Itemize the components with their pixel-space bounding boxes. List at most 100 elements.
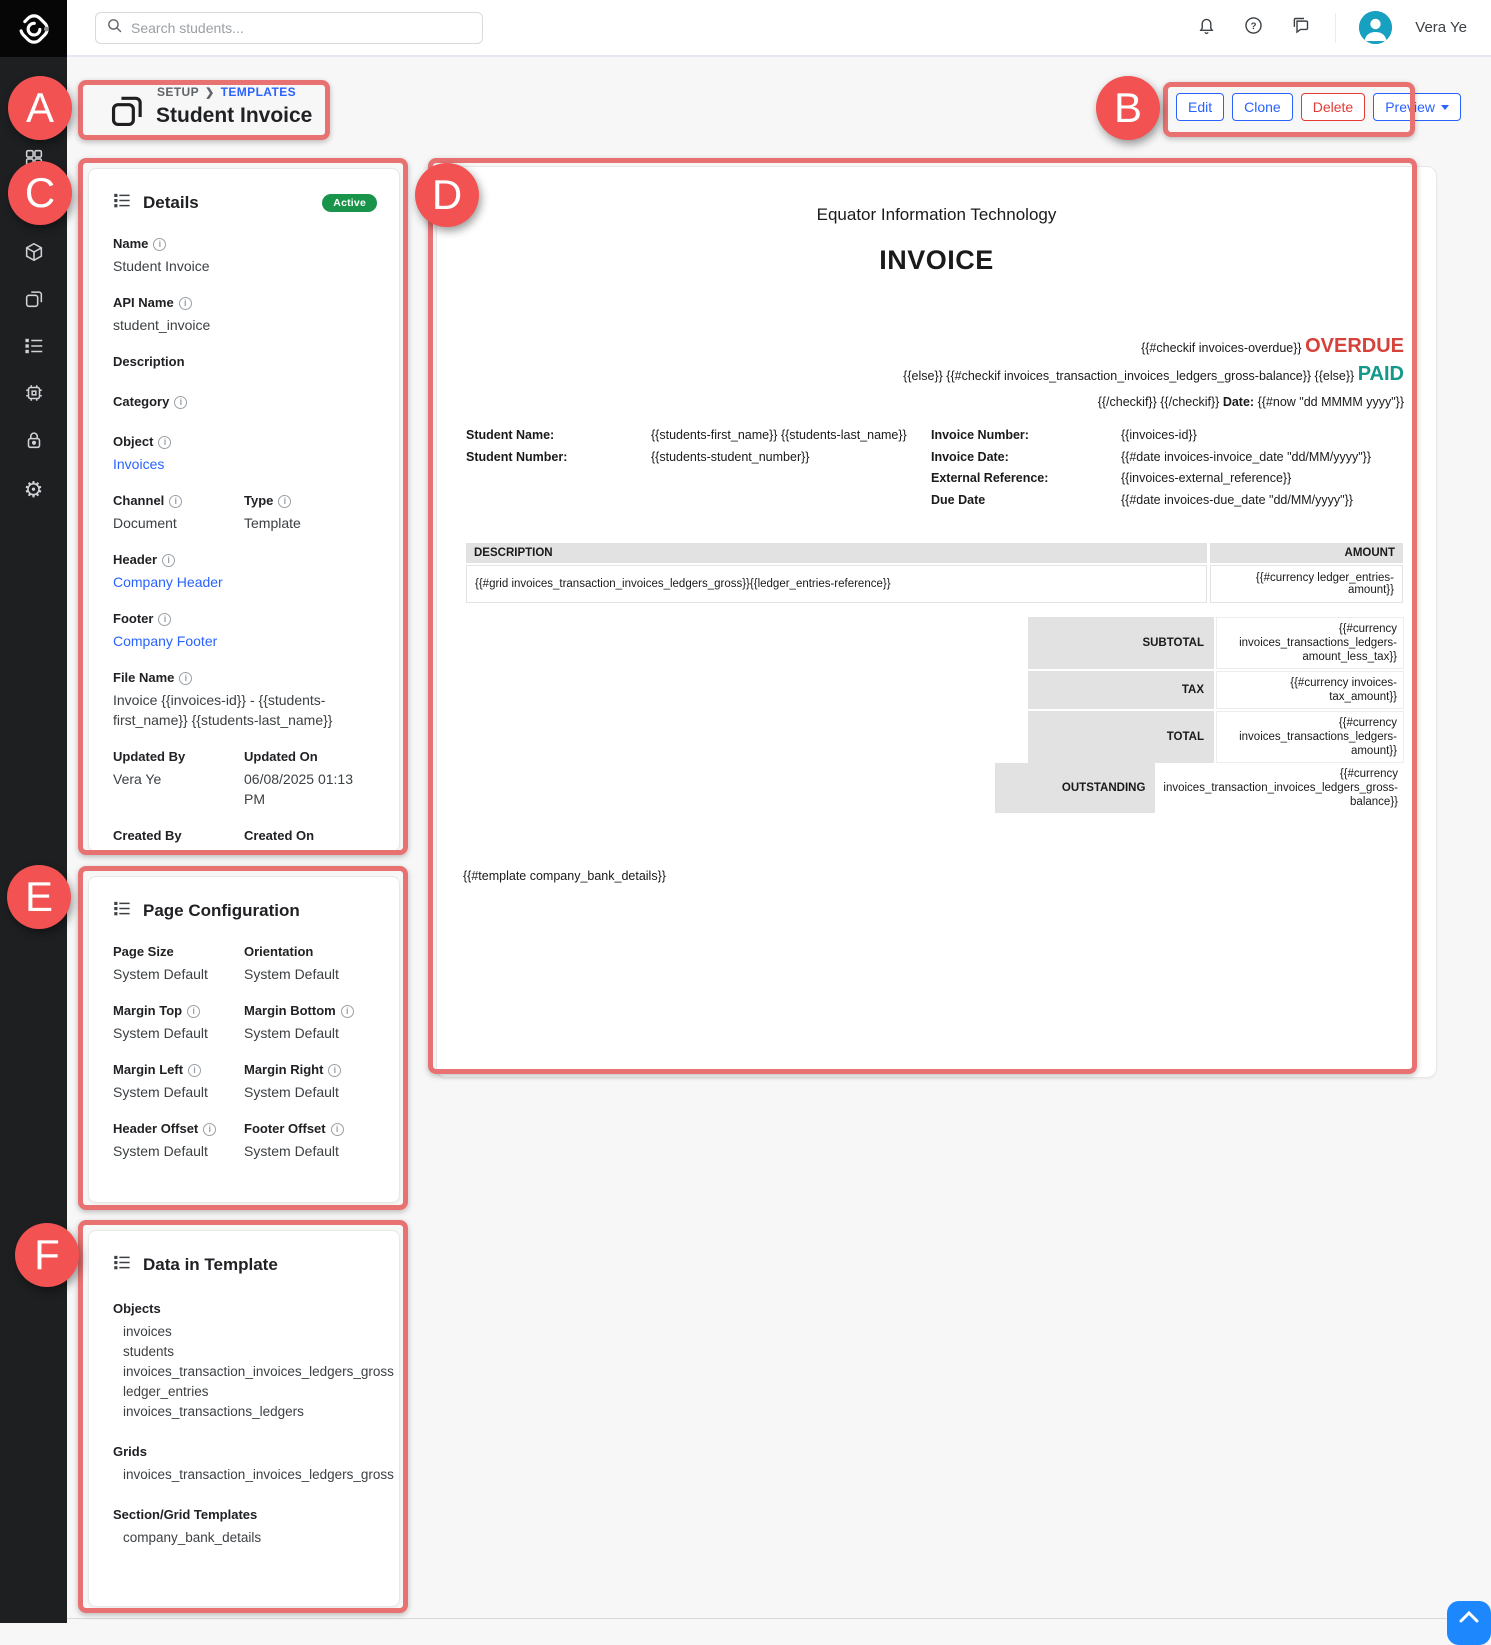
breadcrumb-setup[interactable]: SETUP — [157, 85, 200, 99]
details-card: Details Active Name Student Invoice API … — [88, 168, 400, 852]
page-configuration-card: Page Configuration Page Size System Defa… — [88, 876, 400, 1203]
student-info-block: Student Name: {{students-first_name}} {{s… — [466, 428, 907, 464]
field-margin-left: Margin Left System Default — [113, 1061, 244, 1102]
sidebar-item-lists[interactable] — [11, 325, 57, 372]
person-icon — [1359, 11, 1393, 44]
info-icon — [188, 1063, 202, 1077]
scroll-top-button[interactable] — [1447, 1601, 1491, 1645]
sidebar-item-automation[interactable] — [11, 372, 57, 419]
date-label: Date: — [1222, 395, 1255, 409]
list-item: students — [123, 1344, 175, 1359]
invoice-company-name: Equator Information Technology — [816, 205, 1057, 224]
section-list-icon — [113, 1253, 132, 1277]
search-input[interactable] — [131, 20, 472, 36]
field-description: Description — [113, 354, 185, 369]
details-section-title: Details — [143, 193, 199, 212]
feedback-button[interactable] — [1288, 16, 1312, 40]
topbar: ? Vera Ye — [67, 0, 1491, 57]
sidebar-item-security[interactable] — [11, 419, 57, 466]
info-icon — [153, 237, 167, 251]
field-orientation: Orientation System Default — [244, 944, 339, 982]
list-item: invoices_transaction_invoices_ledgers_gr… — [123, 1467, 394, 1482]
breadcrumb-page-icon — [108, 92, 146, 135]
chevron-right-icon: ❯ — [205, 86, 215, 99]
field-header-offset: Header Offset System Default — [113, 1120, 244, 1161]
chat-icon — [1290, 15, 1311, 41]
table-row: SUBTOTAL {{#currency invoices_transactio… — [1028, 617, 1404, 669]
chevron-up-icon — [1459, 1610, 1479, 1623]
field-api-name: API Name student_invoice — [113, 294, 375, 335]
edit-button[interactable]: Edit — [1176, 93, 1225, 121]
info-icon — [179, 671, 193, 685]
objects-label: Objects — [113, 1301, 161, 1316]
user-name[interactable]: Vera Ye — [1415, 19, 1467, 36]
sidebar-item-store[interactable] — [11, 184, 57, 231]
data-in-template-card: Data in Template Objects invoices student… — [88, 1230, 400, 1607]
notifications-button[interactable] — [1194, 16, 1218, 40]
sidebar: ⚙ — [0, 0, 67, 1623]
field-margin-right: Margin Right System Default — [244, 1061, 375, 1102]
totals-table: SUBTOTAL {{#currency invoices_transactio… — [1026, 615, 1406, 765]
object-link[interactable]: Invoices — [113, 456, 165, 472]
topbar-right: ? Vera Ye — [1194, 0, 1467, 55]
amount-header: AMOUNT — [1210, 543, 1403, 563]
sidebar-item-tune[interactable] — [11, 90, 57, 137]
section-list-icon — [113, 191, 132, 215]
list-icon — [23, 335, 45, 362]
table-row: OUTSTANDING {{#currency invoices_transac… — [995, 763, 1404, 813]
field-created-on: Created On 06/08/2025 01:00 PM — [244, 828, 353, 851]
objects-list: invoices students invoices_transaction_inv… — [113, 1322, 394, 1422]
header-link[interactable]: Company Header — [113, 574, 223, 590]
invoice-conditional-block: {{#checkif invoices-overdue}} OVERDUE {{… — [903, 335, 1404, 409]
clone-button[interactable]: Clone — [1232, 93, 1293, 121]
sidebar-item-objects[interactable] — [11, 231, 57, 278]
sidebar-item-templates[interactable] — [11, 278, 57, 325]
annotation-circle-b: B — [1096, 76, 1160, 140]
app-logo[interactable] — [0, 0, 67, 57]
search-box[interactable] — [95, 12, 483, 44]
field-type: Type Template — [244, 492, 375, 533]
field-name: Name Student Invoice — [113, 235, 375, 276]
grid-icon — [23, 147, 45, 174]
field-margin-bottom: Margin Bottom System Default — [244, 1002, 375, 1043]
table-row: {{#grid invoices_transaction_invoices_le… — [466, 565, 1403, 603]
status-badge: Active — [322, 194, 377, 212]
field-footer: Footer Company Footer — [113, 610, 375, 651]
list-item: ledger_entries — [123, 1384, 209, 1399]
sidebar-item-settings[interactable]: ⚙ — [11, 466, 57, 513]
breadcrumb-templates[interactable]: TEMPLATES — [220, 85, 297, 99]
field-updated-on: Updated On 06/08/2025 01:13 PM — [244, 749, 353, 807]
sliders-icon — [23, 100, 45, 127]
list-item: invoices_transaction_invoices_ledgers_gr… — [123, 1364, 394, 1379]
info-icon — [330, 1122, 344, 1136]
help-icon: ? — [1243, 15, 1264, 41]
sidebar-item-dashboard[interactable] — [11, 137, 57, 184]
footer-link[interactable]: Company Footer — [113, 633, 218, 649]
description-header: DESCRIPTION — [466, 543, 1207, 563]
delete-button[interactable]: Delete — [1300, 93, 1366, 121]
sidebar-nav: ⚙ — [0, 57, 67, 513]
field-page-size: Page Size System Default — [113, 944, 208, 982]
data-in-template-title: Data in Template — [143, 1255, 278, 1274]
overdue-status-text: OVERDUE — [1305, 335, 1404, 357]
line-items-table: DESCRIPTION AMOUNT {{#grid invoices_tran… — [463, 541, 1406, 605]
template-preview-card: Equator Information Technology INVOICE {… — [436, 166, 1437, 1078]
list-item: invoices_transactions_ledgers — [123, 1404, 304, 1419]
topbar-divider — [1335, 12, 1337, 43]
paid-status-text: PAID — [1357, 363, 1404, 385]
help-button[interactable]: ? — [1241, 16, 1265, 40]
avatar[interactable] — [1359, 11, 1393, 44]
info-icon — [278, 494, 292, 508]
field-channel: Channel Document — [113, 492, 244, 533]
info-icon — [174, 395, 188, 409]
info-icon — [340, 1004, 354, 1018]
info-icon — [178, 296, 192, 310]
grids-list: invoices_transaction_invoices_ledgers_gr… — [113, 1465, 394, 1485]
preview-button[interactable]: Preview — [1373, 93, 1461, 121]
info-icon — [162, 553, 176, 567]
info-icon — [158, 612, 172, 626]
bell-icon — [1196, 15, 1217, 41]
search-icon — [106, 17, 123, 39]
bank-details-template-expr: {{#template company_bank_details}} — [463, 869, 666, 883]
info-icon — [187, 1004, 201, 1018]
